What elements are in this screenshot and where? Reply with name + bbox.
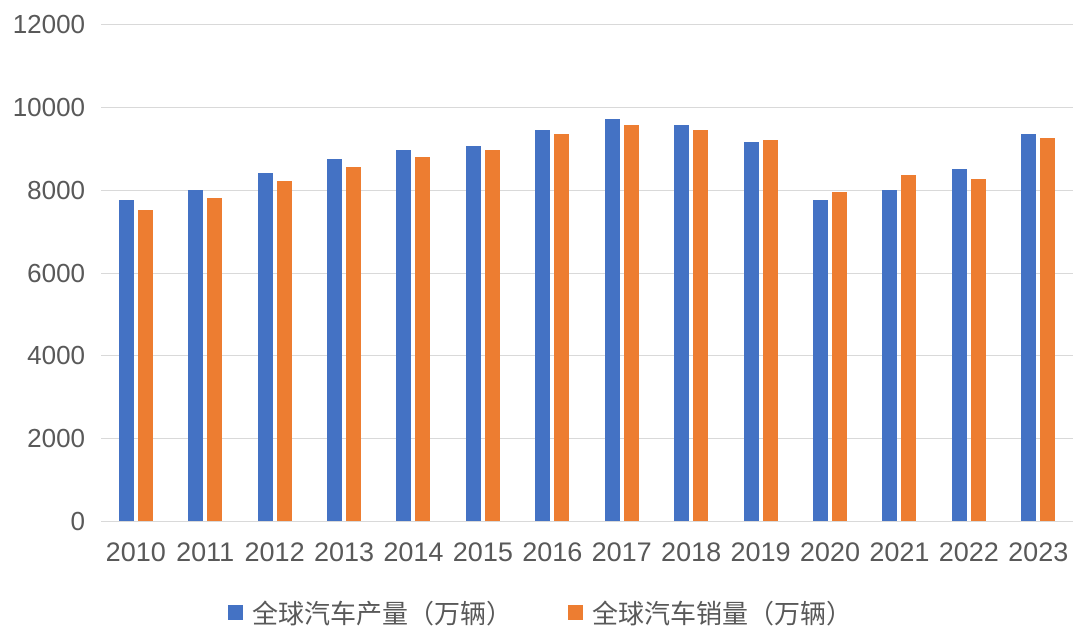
bar-sales-2015: [484, 150, 500, 521]
bar-sales-2020: [831, 191, 847, 521]
legend-label-sales: 全球汽车销量（万辆）: [592, 599, 853, 629]
bar-group-2019: [726, 24, 795, 521]
bar-group-2023: [1003, 24, 1072, 521]
legend: 全球汽车产量（万辆） 全球汽车销量（万辆）: [0, 594, 1080, 631]
bar-production-2016: [535, 129, 551, 521]
legend-item-sales: 全球汽车销量（万辆）: [568, 594, 852, 631]
bar-production-2021: [882, 189, 898, 521]
bar-group-2016: [518, 24, 587, 521]
x-axis-label-2019: 2019: [730, 537, 791, 567]
x-axis-label-2018: 2018: [661, 537, 722, 567]
bar-production-2018: [674, 125, 690, 521]
y-axis-tick-label: 8000: [27, 174, 85, 205]
bar-sales-2021: [901, 175, 917, 521]
gridline: [101, 189, 1073, 191]
bar-group-2010: [101, 24, 170, 521]
bar-sales-2019: [762, 139, 778, 521]
bar-sales-2014: [415, 156, 431, 521]
plot-area: [101, 24, 1073, 522]
bar-group-2018: [656, 24, 725, 521]
bar-production-2014: [396, 150, 412, 521]
bar-sales-2011: [207, 197, 223, 521]
bar-production-2010: [118, 200, 134, 521]
bar-sales-2022: [970, 179, 986, 521]
x-axis-label-2012: 2012: [244, 537, 305, 567]
y-axis-tick-label: 4000: [27, 340, 85, 371]
x-axis-label-2016: 2016: [522, 537, 583, 567]
bar-group-2014: [379, 24, 448, 521]
gridline: [101, 438, 1073, 440]
bar-production-2019: [743, 142, 759, 521]
gridline: [101, 106, 1073, 108]
bar-production-2020: [812, 200, 828, 521]
bar-group-2017: [587, 24, 656, 521]
bar-sales-2013: [345, 166, 361, 521]
x-axis-label-2023: 2023: [1008, 537, 1069, 567]
x-axis-label-2011: 2011: [176, 537, 235, 567]
bar-sales-2010: [137, 210, 153, 521]
bar-sales-2017: [623, 125, 639, 521]
legend-swatch-production-icon: [227, 605, 243, 620]
bar-group-2012: [240, 24, 309, 521]
y-axis-tick-label: 10000: [12, 91, 85, 122]
x-axis-label-2017: 2017: [591, 537, 652, 567]
bar-sales-2012: [276, 181, 292, 521]
gridline: [101, 521, 1073, 522]
gridline: [101, 355, 1073, 357]
x-axis-label-2010: 2010: [105, 537, 166, 567]
y-axis-tick-label: 12000: [12, 9, 85, 39]
x-axis-label-2021: 2021: [869, 537, 930, 567]
x-axis-label-2020: 2020: [799, 537, 860, 567]
gridline: [101, 24, 1073, 25]
bar-group-2022: [934, 24, 1003, 521]
bar-production-2012: [257, 173, 273, 521]
bar-production-2022: [951, 168, 967, 521]
x-axis-label-2022: 2022: [938, 537, 999, 567]
bar-group-2021: [865, 24, 934, 521]
bar-production-2015: [465, 146, 481, 521]
x-axis-label-2015: 2015: [452, 537, 513, 567]
y-axis-tick-label: 0: [70, 506, 85, 536]
legend-item-production: 全球汽车产量（万辆）: [227, 594, 512, 631]
bar-group-2013: [309, 24, 378, 521]
bar-group-2011: [170, 24, 239, 521]
bar-production-2023: [1021, 133, 1037, 521]
y-axis-tick-label: 6000: [27, 257, 85, 288]
bar-sales-2018: [693, 129, 709, 521]
x-axis-label-2013: 2013: [313, 537, 375, 567]
bar-group-2020: [795, 24, 864, 521]
y-axis-tick-label: 2000: [27, 423, 85, 454]
bars-layer: [101, 24, 1073, 521]
gridline: [101, 272, 1073, 274]
x-axis-label-2014: 2014: [383, 537, 444, 567]
legend-label-production: 全球汽车产量（万辆）: [251, 599, 512, 629]
bar-production-2011: [188, 189, 204, 521]
x-axis: 2010 2011 2012 2013 2014 2015 2016 2017 2018 2019…: [101, 537, 1073, 568]
bar-sales-2016: [554, 133, 570, 521]
legend-swatch-sales-icon: [568, 605, 583, 620]
bar-group-2015: [448, 24, 517, 521]
bar-sales-2023: [1040, 137, 1056, 521]
bar-production-2017: [604, 119, 620, 521]
bar-production-2013: [326, 158, 342, 521]
